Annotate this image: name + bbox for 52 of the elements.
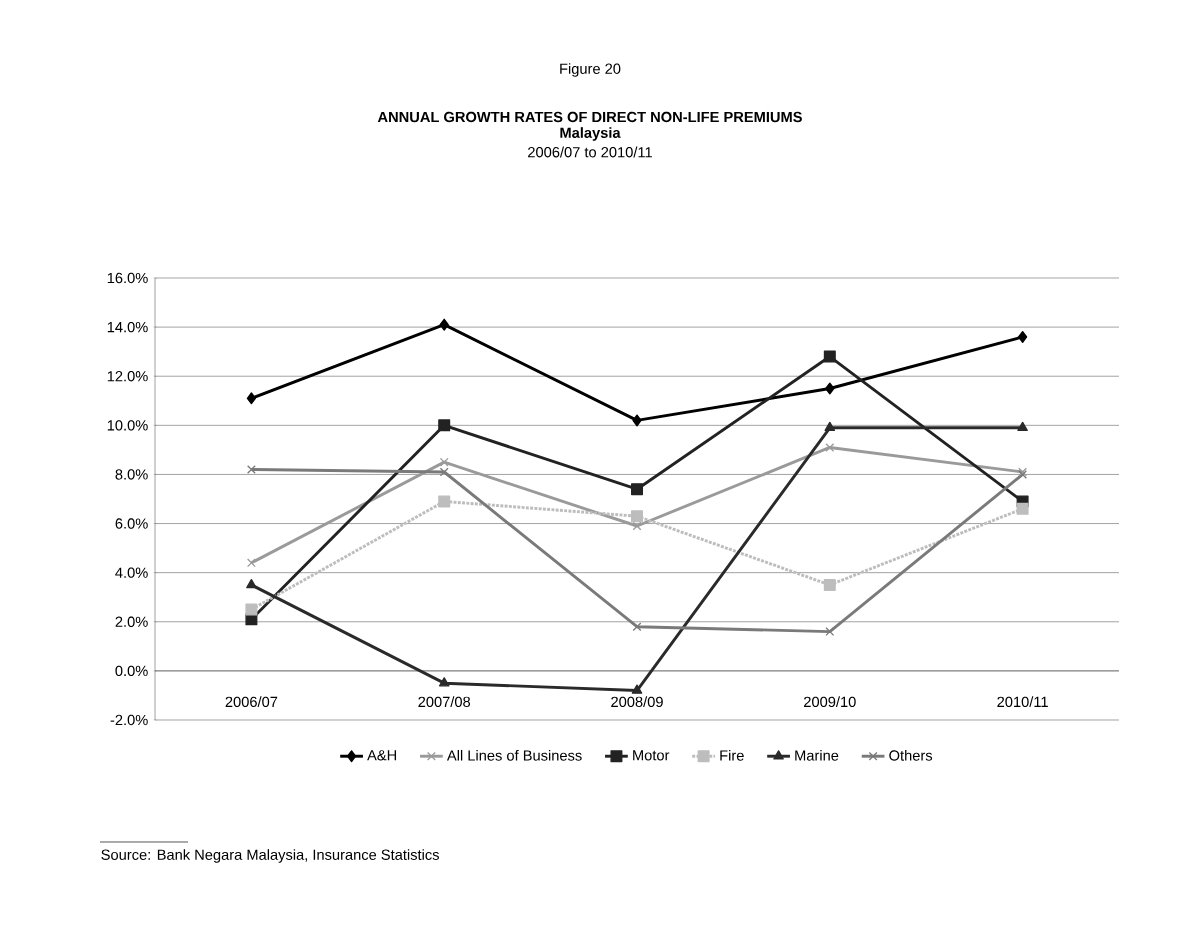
point [825, 627, 835, 637]
point [632, 622, 642, 632]
x-tick-label: 2010/11 [997, 696, 1048, 708]
point [439, 457, 449, 467]
x-tick-label: 2008/09 [611, 696, 663, 708]
text: 2006/07 to 2010/11 [528, 146, 652, 158]
point [246, 578, 257, 589]
point [438, 495, 451, 508]
y-tick-label: -2.0% [110, 714, 148, 726]
chart-title: ANNUAL GROWTH RATES OF DIRECT NON-LIFE PREMIUMS [377, 111, 802, 123]
point [1017, 421, 1028, 432]
y-tick-label: 16.0% [107, 272, 148, 284]
point [631, 510, 644, 523]
chart-subtitle: Malaysia [560, 127, 621, 141]
x-tick-label: 2009/10 [804, 696, 856, 708]
y-tick-label: 6.0% [115, 518, 148, 529]
point [823, 350, 836, 363]
point [246, 392, 257, 405]
legend-label: Fire [720, 749, 744, 761]
source-note: Source: Bank Negara Malaysia, Insurance Statistics [101, 849, 439, 863]
y-tick-label: 2.0% [115, 616, 148, 627]
y-tick-label: 8.0% [115, 469, 148, 480]
point [1016, 502, 1029, 515]
y-tick-label: 4.0% [115, 567, 148, 578]
point [824, 421, 836, 432]
legend-label: All Lines of Business [446, 749, 582, 761]
point [825, 442, 835, 452]
x-tick-label: 2007/08 [418, 696, 471, 708]
point [1017, 330, 1028, 343]
point [631, 483, 644, 496]
point [439, 467, 449, 477]
point [825, 382, 835, 395]
point [246, 558, 256, 568]
point [439, 318, 449, 331]
legend-label: Motor [633, 750, 670, 761]
point [632, 414, 642, 427]
y-tick-label: 0.0% [115, 665, 148, 677]
point [438, 419, 451, 432]
x-tick-label: 2006/07 [225, 696, 278, 708]
legend-label: Marine [795, 749, 839, 761]
point [245, 603, 258, 616]
point [438, 677, 450, 687]
point [823, 578, 836, 591]
point [631, 684, 643, 694]
legend-label: A&H [367, 750, 397, 761]
y-tick-label: 12.0% [107, 371, 148, 382]
point [246, 465, 256, 474]
caption: Figure 20 [560, 63, 621, 77]
y-tick-label: 10.0% [107, 420, 148, 431]
y-tick-label: 14.0% [107, 321, 148, 333]
legend-label: Others [889, 749, 933, 761]
point [632, 521, 642, 531]
